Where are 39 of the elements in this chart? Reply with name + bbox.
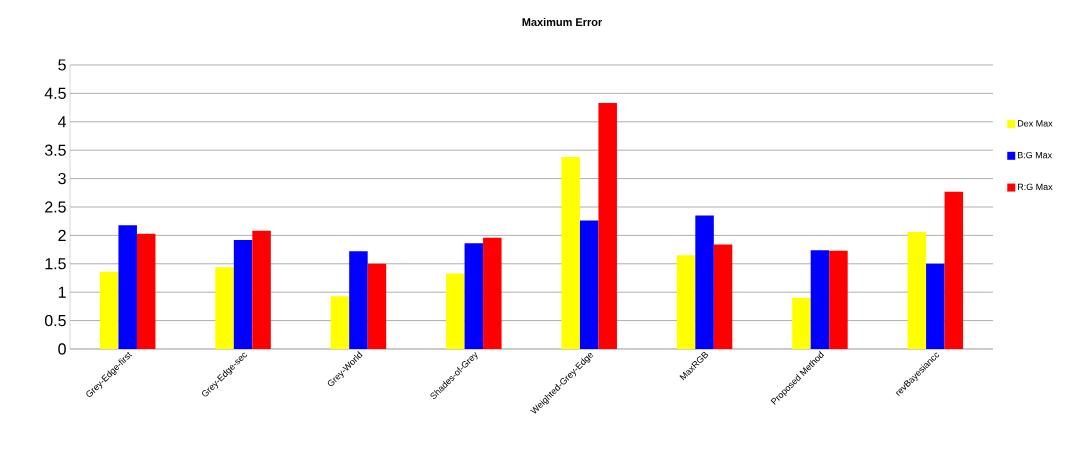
bar [926, 263, 945, 349]
chart-title: Maximum Error [522, 17, 603, 27]
bar [252, 230, 271, 349]
y-tick-label: 1.5 [45, 258, 66, 270]
bar [579, 220, 599, 349]
bar [367, 263, 387, 349]
y-tick-label: 2.5 [45, 201, 66, 213]
bar [676, 255, 696, 349]
bar [215, 267, 234, 349]
bar [907, 231, 927, 349]
bar [99, 271, 119, 349]
y-tick-label: 4 [57, 116, 67, 128]
bar [695, 215, 714, 349]
bar [483, 237, 502, 349]
bar [233, 239, 253, 349]
y-tick-label: 3.5 [44, 144, 66, 156]
bar [713, 244, 733, 349]
bar [464, 243, 484, 349]
legend-label: R:G Max [1017, 183, 1053, 191]
bar [136, 233, 156, 349]
y-tick-label: 0 [58, 343, 66, 355]
bar [118, 225, 137, 349]
bar [598, 103, 617, 349]
bar [944, 191, 964, 349]
y-tick-label: 3 [58, 172, 66, 185]
bar [349, 251, 368, 349]
bar [330, 296, 350, 349]
bar [446, 273, 465, 349]
y-tick-label: 1 [58, 286, 66, 298]
legend-label: Dex Max [1017, 120, 1053, 127]
y-tick-label: 2 [58, 229, 66, 241]
y-tick-label: 4.5 [44, 87, 66, 99]
bar [810, 250, 830, 349]
y-tick-label: 5 [58, 59, 66, 71]
bar [792, 297, 811, 349]
y-tick-label: 0.5 [44, 314, 66, 327]
legend-label: B:G Max [1017, 151, 1053, 159]
bar [561, 157, 580, 349]
bar [829, 250, 848, 349]
